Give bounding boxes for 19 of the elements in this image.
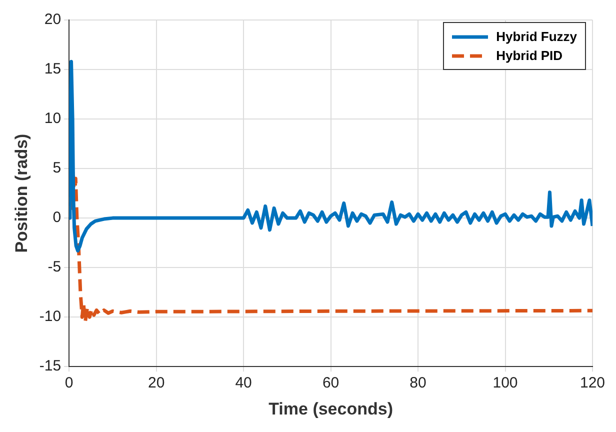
y-tick-label: -15 [39, 358, 62, 375]
x-tick-label: 40 [235, 374, 252, 392]
x-tick-label: 20 [148, 374, 165, 392]
y-axis-title: Position (rads) [12, 134, 31, 253]
x-tick-label: 0 [64, 374, 74, 392]
x-tick-label: 80 [410, 374, 426, 392]
y-tick-label: -10 [39, 308, 62, 326]
y-tick-label: 5 [52, 160, 62, 177]
legend-label: Hybrid Fuzzy [496, 28, 577, 46]
y-tick-label: 15 [44, 60, 62, 78]
y-tick-label: 20 [44, 11, 62, 28]
x-tick-label: 100 [492, 374, 518, 392]
x-axis-title: Time (seconds) [268, 399, 393, 418]
x-tick-label: 120 [580, 374, 605, 392]
y-tick-label: -5 [48, 258, 62, 276]
y-tick-label: 10 [44, 110, 62, 128]
x-tick-label: 60 [322, 374, 340, 392]
y-tick-label: 0 [52, 209, 62, 226]
legend-label: Hybrid PID [496, 47, 563, 65]
